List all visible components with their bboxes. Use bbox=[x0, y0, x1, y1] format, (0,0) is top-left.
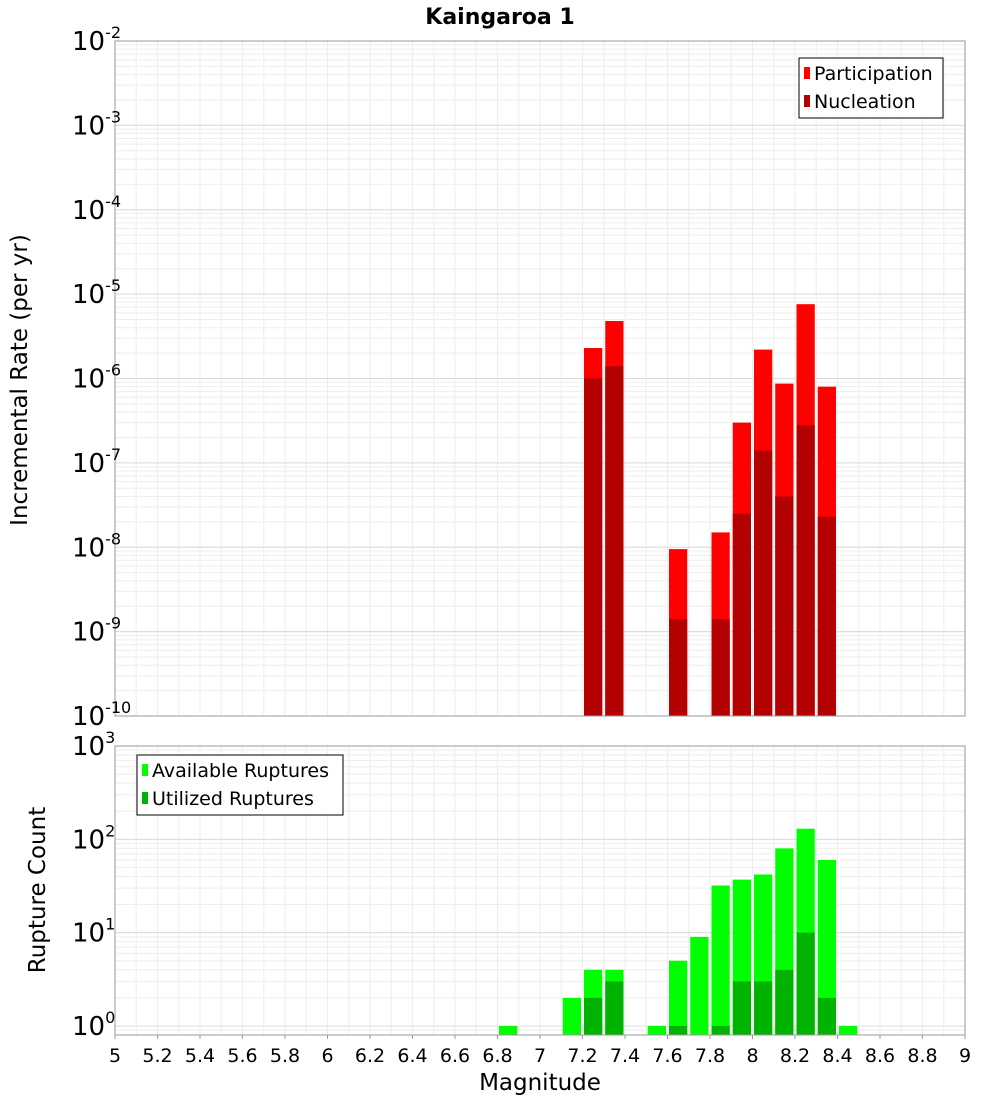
x-tick-label: 8.4 bbox=[822, 1045, 852, 1067]
count-legend-label: Utilized Ruptures bbox=[152, 788, 314, 810]
count-bar bbox=[817, 997, 836, 1035]
count-bar bbox=[754, 981, 773, 1035]
count-bar bbox=[839, 1025, 858, 1035]
x-tick-label: 6.4 bbox=[397, 1045, 427, 1067]
x-tick-label: 8 bbox=[746, 1045, 758, 1067]
x-tick-label: 7.2 bbox=[567, 1045, 597, 1067]
rate-bar bbox=[584, 378, 603, 716]
count-bar bbox=[669, 1025, 688, 1035]
rate-y-tick-label: 10-9 bbox=[72, 614, 121, 648]
count-bar bbox=[817, 860, 836, 1035]
x-tick-label: 5.4 bbox=[185, 1045, 215, 1067]
rate-bar bbox=[754, 450, 773, 716]
x-tick-label: 6 bbox=[321, 1045, 333, 1067]
count-grid bbox=[115, 745, 965, 1036]
rate-bar bbox=[605, 366, 624, 716]
rate-y-tick-label: 10-2 bbox=[72, 23, 121, 57]
rate-y-tick-label: 10-8 bbox=[72, 529, 121, 563]
count-bar bbox=[796, 932, 815, 1035]
rate-y-tick-label: 10-7 bbox=[72, 445, 121, 479]
rate-series-1 bbox=[584, 366, 836, 716]
count-y-tick-label: 100 bbox=[72, 1008, 115, 1042]
count-y-tick-label: 103 bbox=[72, 728, 115, 762]
rate-y-ticks: 10-2 10-3 10-4 10-5 10-6 10-7 10-8 10-9 10-10 bbox=[72, 23, 131, 732]
count-bar bbox=[584, 997, 603, 1035]
rate-bar bbox=[817, 516, 836, 716]
count-legend: Available Ruptures Utilized Ruptures bbox=[136, 754, 344, 816]
x-tick-label: 7 bbox=[534, 1045, 546, 1067]
x-tick-label: 8.8 bbox=[907, 1045, 937, 1067]
rate-bar bbox=[775, 496, 794, 716]
x-tick-label: 9 bbox=[959, 1045, 971, 1067]
x-tick-label: 8.6 bbox=[865, 1045, 895, 1067]
x-tick-label: 5.6 bbox=[227, 1045, 257, 1067]
x-ticks: 5 5.2 5.4 5.6 5.8 6 6.2 6.4 6.6 6.8 7 7.2 7.4 7.6 7.8 8… bbox=[109, 1035, 971, 1067]
count-legend-swatch bbox=[142, 792, 148, 804]
x-tick-label: 6.6 bbox=[440, 1045, 470, 1067]
count-y-tick-label: 101 bbox=[72, 915, 115, 949]
x-tick-label: 5.8 bbox=[270, 1045, 300, 1067]
count-axis-label: Rupture Count bbox=[25, 807, 51, 973]
count-bar bbox=[647, 1025, 666, 1035]
count-legend-swatch bbox=[142, 764, 148, 776]
x-tick-label: 5.2 bbox=[142, 1045, 172, 1067]
count-y-tick-label: 102 bbox=[72, 821, 115, 855]
rate-y-tick-label: 10-6 bbox=[72, 361, 121, 395]
x-tick-label: 7.8 bbox=[695, 1045, 725, 1067]
count-bar bbox=[775, 969, 794, 1035]
rate-bar bbox=[796, 425, 815, 716]
rate-y-tick-label: 10-5 bbox=[72, 276, 121, 310]
count-bar bbox=[669, 960, 688, 1035]
rate-axis-label: Incremental Rate (per yr) bbox=[7, 234, 33, 526]
count-bar bbox=[562, 997, 581, 1035]
count-bar bbox=[690, 936, 709, 1035]
x-tick-label: 5 bbox=[109, 1045, 121, 1067]
rate-bar bbox=[732, 513, 751, 716]
x-tick-label: 7.6 bbox=[652, 1045, 682, 1067]
chart-title: Kaingaroa 1 bbox=[425, 5, 574, 30]
magnitude-axis-label: Magnitude bbox=[479, 1070, 601, 1096]
count-bar bbox=[605, 981, 624, 1035]
rate-legend-label: Participation bbox=[814, 63, 933, 85]
rate-bar bbox=[669, 619, 688, 716]
rate-legend-swatch bbox=[804, 67, 810, 79]
count-legend-label: Available Ruptures bbox=[152, 760, 329, 782]
rate-legend-swatch bbox=[804, 95, 810, 107]
count-bar bbox=[711, 1025, 730, 1035]
x-tick-label: 8.2 bbox=[780, 1045, 810, 1067]
rate-grid bbox=[115, 40, 965, 717]
x-tick-label: 6.2 bbox=[355, 1045, 385, 1067]
rate-frame bbox=[114, 40, 966, 717]
x-tick-label: 6.8 bbox=[482, 1045, 512, 1067]
rate-y-tick-label: 10-10 bbox=[72, 698, 131, 732]
x-tick-label: 7.4 bbox=[610, 1045, 640, 1067]
rate-panel: 10-2 10-3 10-4 10-5 10-6 10-7 10-8 10-9 10-10 Par… bbox=[72, 23, 966, 732]
count-bar bbox=[732, 981, 751, 1035]
rate-y-tick-label: 10-4 bbox=[72, 192, 121, 226]
rate-bar bbox=[711, 619, 730, 716]
rate-y-tick-label: 10-3 bbox=[72, 107, 121, 141]
rate-legend: Participation Nucleation bbox=[798, 57, 944, 119]
rate-legend-label: Nucleation bbox=[814, 91, 916, 113]
count-bar bbox=[499, 1025, 518, 1035]
count-bar bbox=[711, 885, 730, 1035]
count-series-1 bbox=[584, 932, 836, 1035]
count-y-ticks: 100 101 102 103 bbox=[72, 728, 115, 1042]
